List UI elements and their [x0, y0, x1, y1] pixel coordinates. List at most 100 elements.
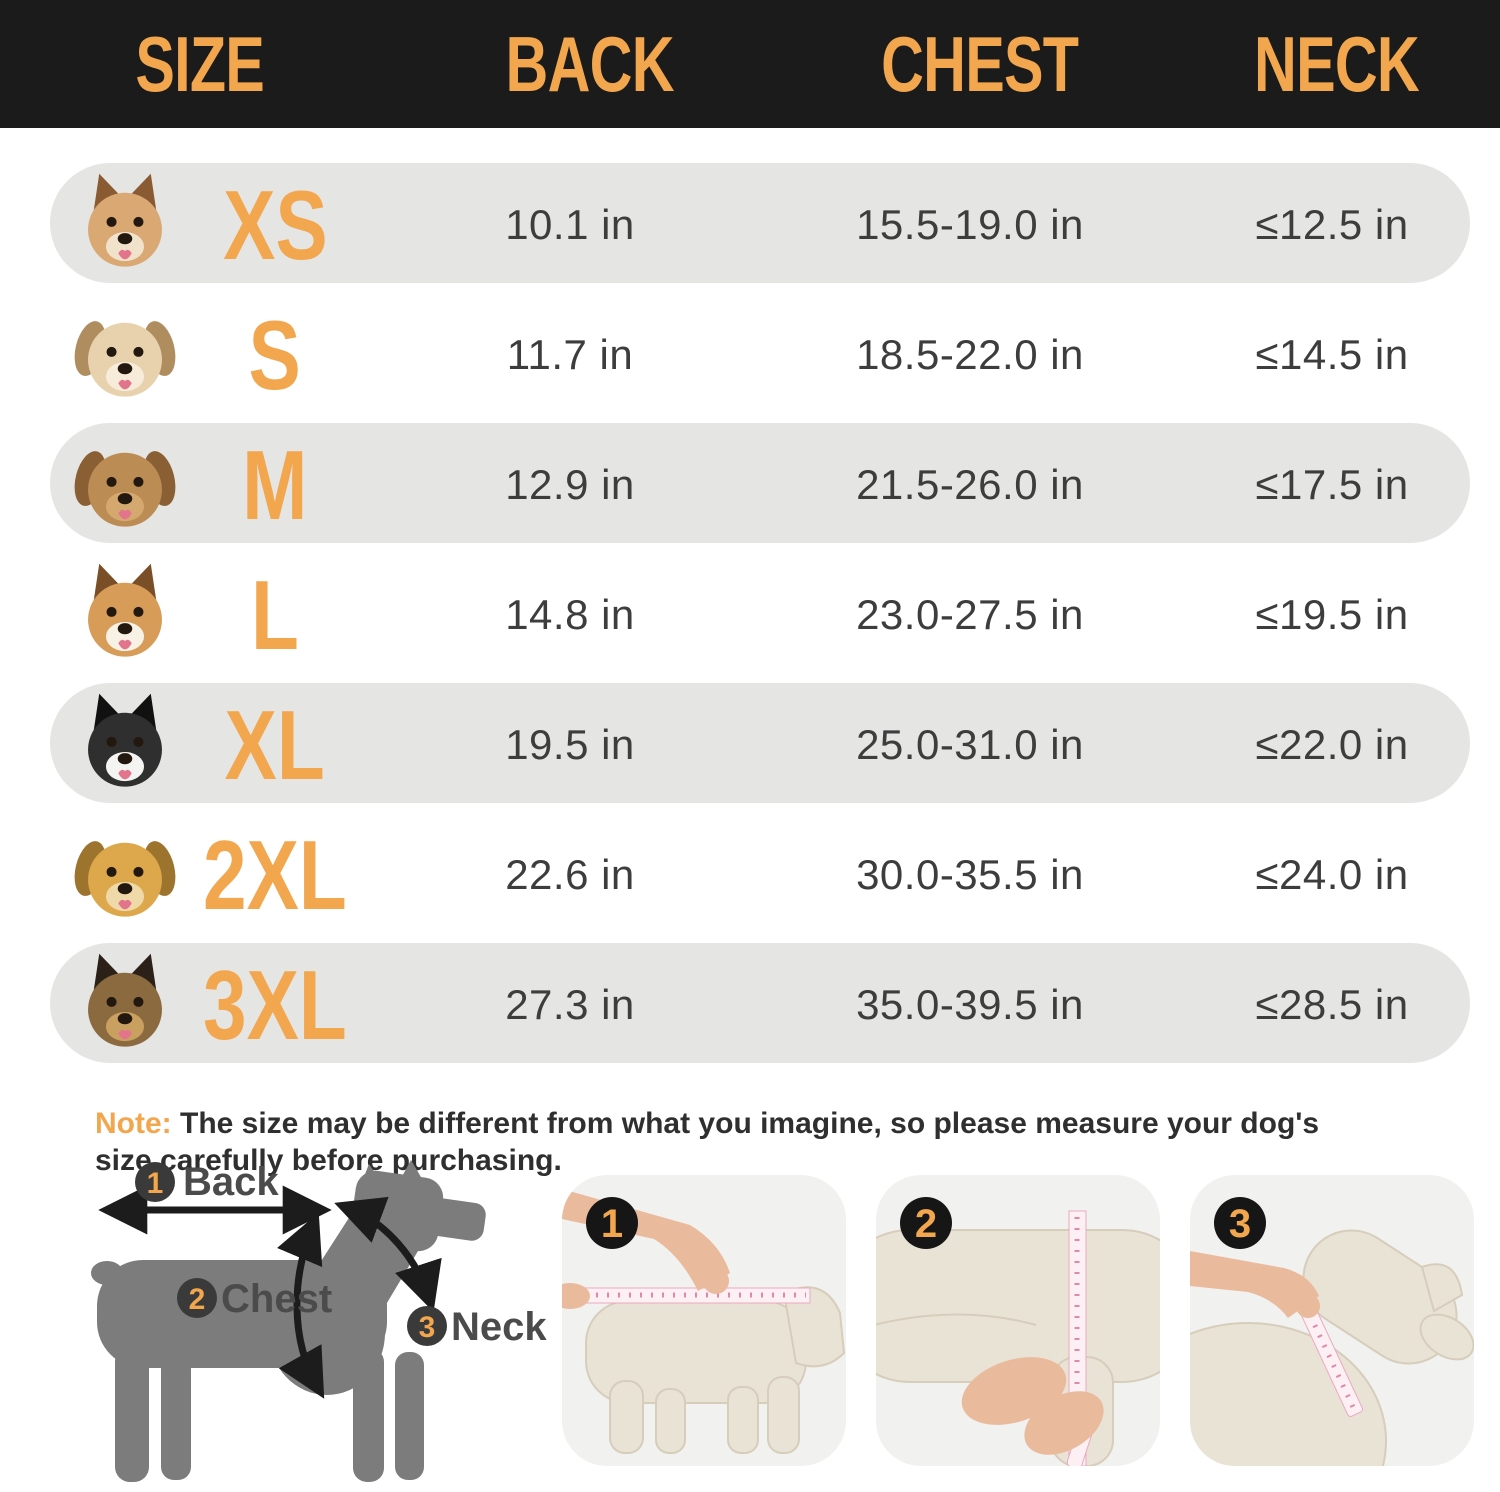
back-badge-number: 1	[147, 1167, 164, 1200]
poodle-photo	[74, 450, 176, 527]
row-cells: L 14.8 in 23.0-27.5 in ≤19.5 in	[0, 550, 1500, 680]
size-label: M	[242, 430, 308, 540]
size-label-cell: M	[234, 436, 316, 534]
svg-text:1: 1	[601, 1202, 623, 1246]
chest-value: 30.0-35.5 in	[856, 851, 1084, 898]
size-label: XS	[222, 170, 328, 280]
neck-badge-number: 3	[419, 1311, 436, 1344]
note-text: Note: The size may be different from wha…	[95, 1106, 1345, 1179]
dog-photo-cell	[69, 687, 181, 804]
header-chest-cell: CHEST	[830, 25, 1130, 103]
measure-neck-photo: 3	[1190, 1197, 1474, 1466]
svg-text:3: 3	[1229, 1202, 1251, 1246]
back-label: Back	[183, 1160, 279, 1204]
note-body: The size may be different from what you …	[95, 1107, 1320, 1177]
chest-value: 35.0-39.5 in	[856, 981, 1084, 1028]
back-value: 22.6 in	[505, 851, 635, 898]
row-cells: 2XL 22.6 in 30.0-35.5 in ≤24.0 in	[0, 810, 1500, 940]
row-cells: XS 10.1 in 15.5-19.0 in ≤12.5 in	[0, 160, 1500, 290]
header-size-cell: SIZE	[50, 25, 350, 103]
chest-label: Chest	[221, 1277, 332, 1321]
note-label: Note:	[95, 1107, 172, 1140]
chest-value: 25.0-31.0 in	[856, 721, 1084, 768]
neck-value: ≤22.0 in	[1255, 721, 1409, 768]
header-neck-cell: NECK	[1130, 25, 1500, 103]
size-row-xl: XL 19.5 in 25.0-31.0 in ≤22.0 in	[0, 680, 1500, 810]
neck-measure-arrow	[334, 1196, 442, 1312]
row-background	[50, 163, 1470, 283]
size-table: XS 10.1 in 15.5-19.0 in ≤12.5 in S 11.7 …	[0, 160, 1500, 1070]
chest-value: 21.5-26.0 in	[856, 461, 1084, 508]
back-value: 19.5 in	[505, 721, 635, 768]
chest-value: 15.5-19.0 in	[856, 201, 1084, 248]
size-label: 2XL	[203, 820, 347, 930]
border-collie-photo	[88, 693, 162, 787]
neck-value: ≤17.5 in	[1255, 461, 1409, 508]
size-label-cell: L	[245, 566, 305, 664]
row-cells: S 11.7 in 18.5-22.0 in ≤14.5 in	[0, 290, 1500, 420]
measurement-diagram: 1 Back 2 Chest 3 Neck	[91, 1160, 547, 1482]
size-row-3xl: 3XL 27.3 in 35.0-39.5 in ≤28.5 in	[0, 940, 1500, 1070]
header-neck-label: NECK	[1254, 20, 1420, 108]
neck-value: ≤14.5 in	[1255, 331, 1409, 378]
measure-step-card-3: 3	[1190, 1175, 1474, 1466]
size-label-cell: XL	[212, 696, 337, 794]
row-cells: M 12.9 in 21.5-26.0 in ≤17.5 in	[0, 420, 1500, 550]
back-value: 12.9 in	[505, 461, 635, 508]
back-value: 27.3 in	[505, 981, 635, 1028]
diagram-label-neck: 3 Neck	[407, 1305, 547, 1349]
measure-back-photo: 1	[562, 1189, 846, 1454]
neck-value: ≤28.5 in	[1255, 981, 1409, 1028]
step-number-badge: 1	[586, 1197, 638, 1249]
row-background	[50, 683, 1470, 803]
havanese-photo	[74, 320, 176, 397]
row-background	[50, 423, 1470, 543]
corgi-photo	[88, 563, 162, 657]
back-value: 11.7 in	[506, 331, 634, 378]
chest-value: 18.5-22.0 in	[856, 331, 1084, 378]
measure-step-card-1: 1	[562, 1175, 846, 1466]
step-number-badge: 2	[900, 1197, 952, 1249]
size-label-cell: S	[242, 306, 307, 404]
chest-badge-number: 2	[189, 1283, 206, 1316]
size-row-2xl: 2XL 22.6 in 30.0-35.5 in ≤24.0 in	[0, 810, 1500, 940]
row-background	[50, 943, 1470, 1063]
header-back-cell: BACK	[350, 25, 830, 103]
size-label-cell: XS	[210, 176, 341, 274]
chest-measure-arrow	[277, 1212, 325, 1399]
size-row-l: L 14.8 in 23.0-27.5 in ≤19.5 in	[0, 550, 1500, 680]
dog-photo-cell	[69, 947, 181, 1064]
diagram-label-back: 1 Back	[135, 1160, 279, 1204]
back-value: 10.1 in	[505, 201, 635, 248]
dog-photo-cell	[69, 817, 181, 934]
size-label: S	[248, 300, 302, 410]
size-label: XL	[224, 690, 326, 800]
golden-retriever-photo	[74, 840, 176, 917]
row-cells: 3XL 27.3 in 35.0-39.5 in ≤28.5 in	[0, 940, 1500, 1070]
measuring-steps: 1 2 3	[562, 1175, 1474, 1466]
dog-photo-cell	[69, 427, 181, 544]
size-row-s: S 11.7 in 18.5-22.0 in ≤14.5 in	[0, 290, 1500, 420]
size-row-m: M 12.9 in 21.5-26.0 in ≤17.5 in	[0, 420, 1500, 550]
chihuahua-photo	[88, 173, 162, 267]
neck-value: ≤24.0 in	[1255, 851, 1409, 898]
neck-value: ≤12.5 in	[1255, 201, 1409, 248]
neck-label: Neck	[451, 1305, 547, 1349]
back-value: 14.8 in	[505, 591, 635, 638]
size-row-xs: XS 10.1 in 15.5-19.0 in ≤12.5 in	[0, 160, 1500, 290]
step-number-badge: 3	[1214, 1197, 1266, 1249]
dog-photo-cell	[69, 297, 181, 414]
diagram-label-chest: 2 Chest	[177, 1277, 332, 1321]
dog-photo-cell	[69, 167, 181, 284]
size-label: 3XL	[203, 950, 347, 1060]
size-label-cell: 2XL	[185, 826, 365, 924]
row-cells: XL 19.5 in 25.0-31.0 in ≤22.0 in	[0, 680, 1500, 810]
header-size-label: SIZE	[135, 20, 265, 108]
header-back-label: BACK	[505, 20, 675, 108]
measure-step-card-2: 2	[876, 1175, 1160, 1466]
neck-value: ≤19.5 in	[1255, 591, 1409, 638]
german-shepherd-photo	[88, 953, 162, 1047]
table-header: SIZE BACK CHEST NECK	[0, 0, 1500, 128]
chest-value: 23.0-27.5 in	[856, 591, 1084, 638]
